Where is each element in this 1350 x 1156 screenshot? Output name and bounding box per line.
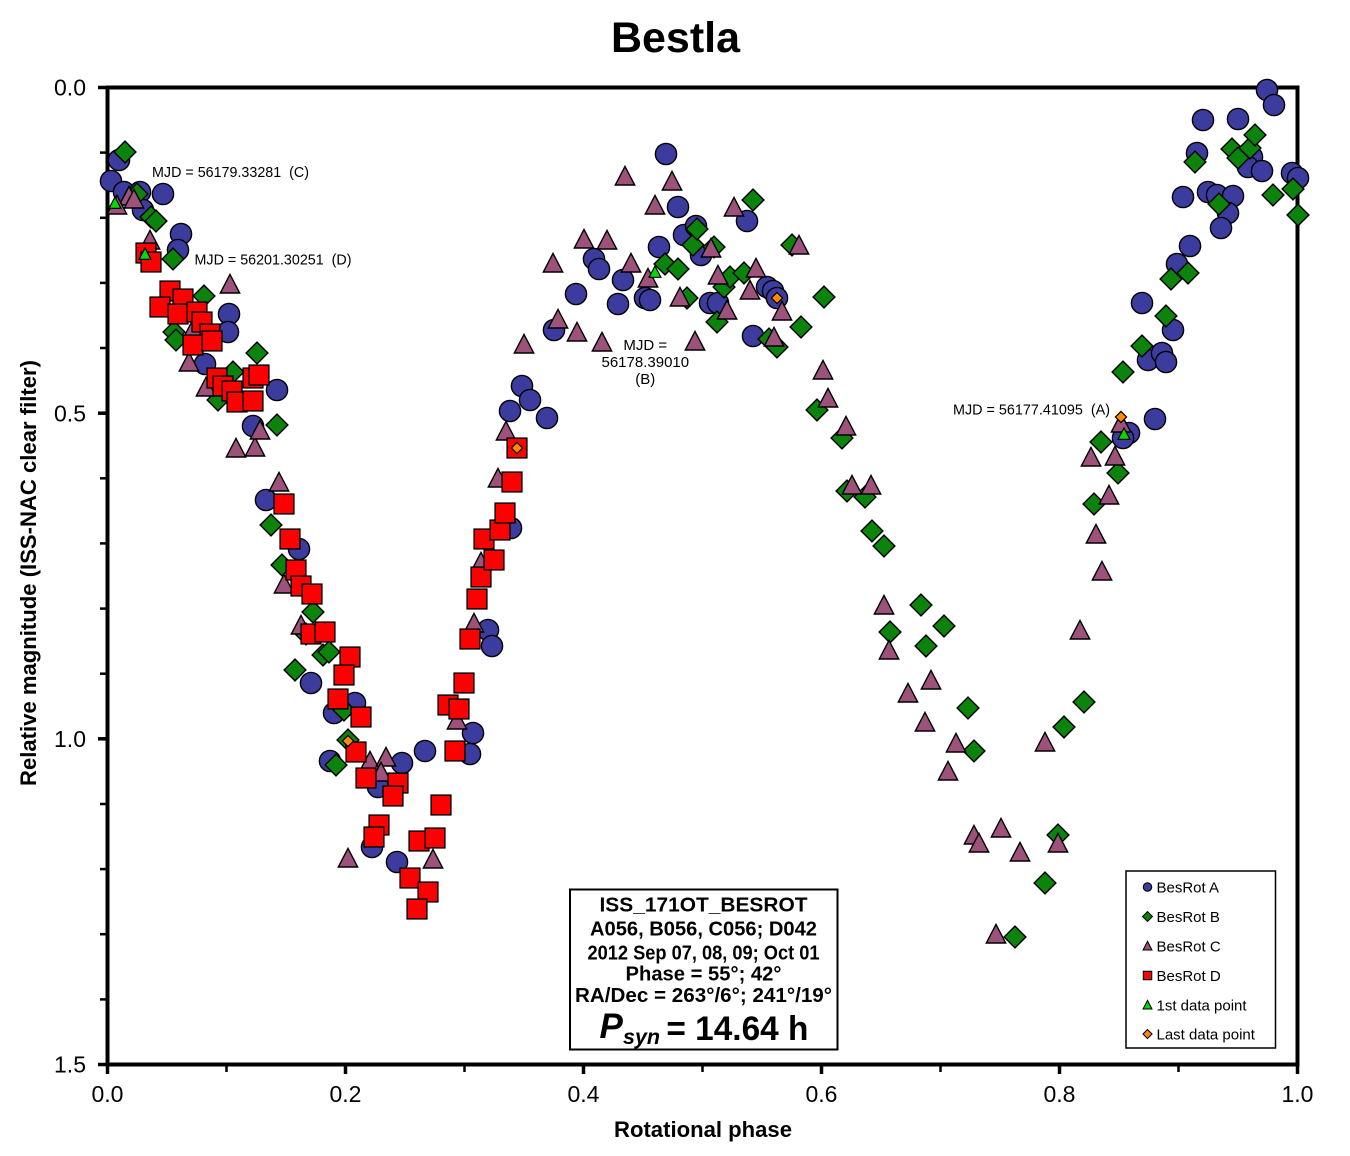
svg-text:Relative magnitude (ISS-NAC cl: Relative magnitude (ISS-NAC clear filter… — [16, 360, 41, 786]
svg-text:56178.39010: 56178.39010 — [602, 354, 690, 371]
svg-text:MJD = 56179.33281 (C): MJD = 56179.33281 (C) — [152, 164, 309, 181]
svg-text:2012 Sep 07, 08, 09; Oct 01: 2012 Sep 07, 08, 09; Oct 01 — [588, 943, 820, 965]
svg-text:P: P — [600, 1007, 624, 1046]
svg-text:Bestla: Bestla — [611, 14, 741, 62]
svg-text:0.2: 0.2 — [330, 1081, 362, 1107]
svg-text:MJD = 56177.41095 (A): MJD = 56177.41095 (A) — [953, 401, 1110, 418]
svg-text:1st data point: 1st data point — [1157, 997, 1248, 1014]
svg-text:MJD = 56201.30251 (D): MJD = 56201.30251 (D) — [195, 252, 352, 269]
svg-text:A056, B056, C056; D042: A056, B056, C056; D042 — [590, 919, 817, 941]
svg-text:MJD =: MJD = — [623, 337, 667, 354]
svg-text:0.8: 0.8 — [1044, 1081, 1076, 1107]
svg-text:1.0: 1.0 — [54, 726, 86, 752]
svg-text:0.5: 0.5 — [54, 400, 86, 426]
svg-text:Phase = 55°; 42°: Phase = 55°; 42° — [626, 963, 782, 985]
svg-text:RA/Dec = 263°/6°; 241°/19°: RA/Dec = 263°/6°; 241°/19° — [575, 985, 832, 1007]
svg-text:Rotational phase: Rotational phase — [614, 1117, 792, 1142]
svg-text:Last data point: Last data point — [1157, 1026, 1256, 1043]
svg-text:syn: syn — [623, 1025, 660, 1049]
svg-text:BesRot B: BesRot B — [1157, 909, 1220, 926]
svg-text:0.4: 0.4 — [568, 1081, 600, 1107]
svg-text:ISS_171OT_BESROT: ISS_171OT_BESROT — [600, 895, 808, 917]
svg-text:BesRot D: BesRot D — [1157, 968, 1221, 985]
svg-text:(B): (B) — [635, 371, 655, 388]
svg-text:1.0: 1.0 — [1282, 1081, 1314, 1107]
svg-text:0.0: 0.0 — [54, 75, 86, 101]
svg-text:0.0: 0.0 — [92, 1081, 124, 1107]
svg-text:1.5: 1.5 — [54, 1052, 86, 1078]
svg-text:BesRot A: BesRot A — [1157, 879, 1220, 896]
svg-text:BesRot C: BesRot C — [1157, 938, 1221, 955]
svg-text:0.6: 0.6 — [806, 1081, 838, 1107]
svg-text:= 14.64 h: = 14.64 h — [666, 1010, 808, 1048]
